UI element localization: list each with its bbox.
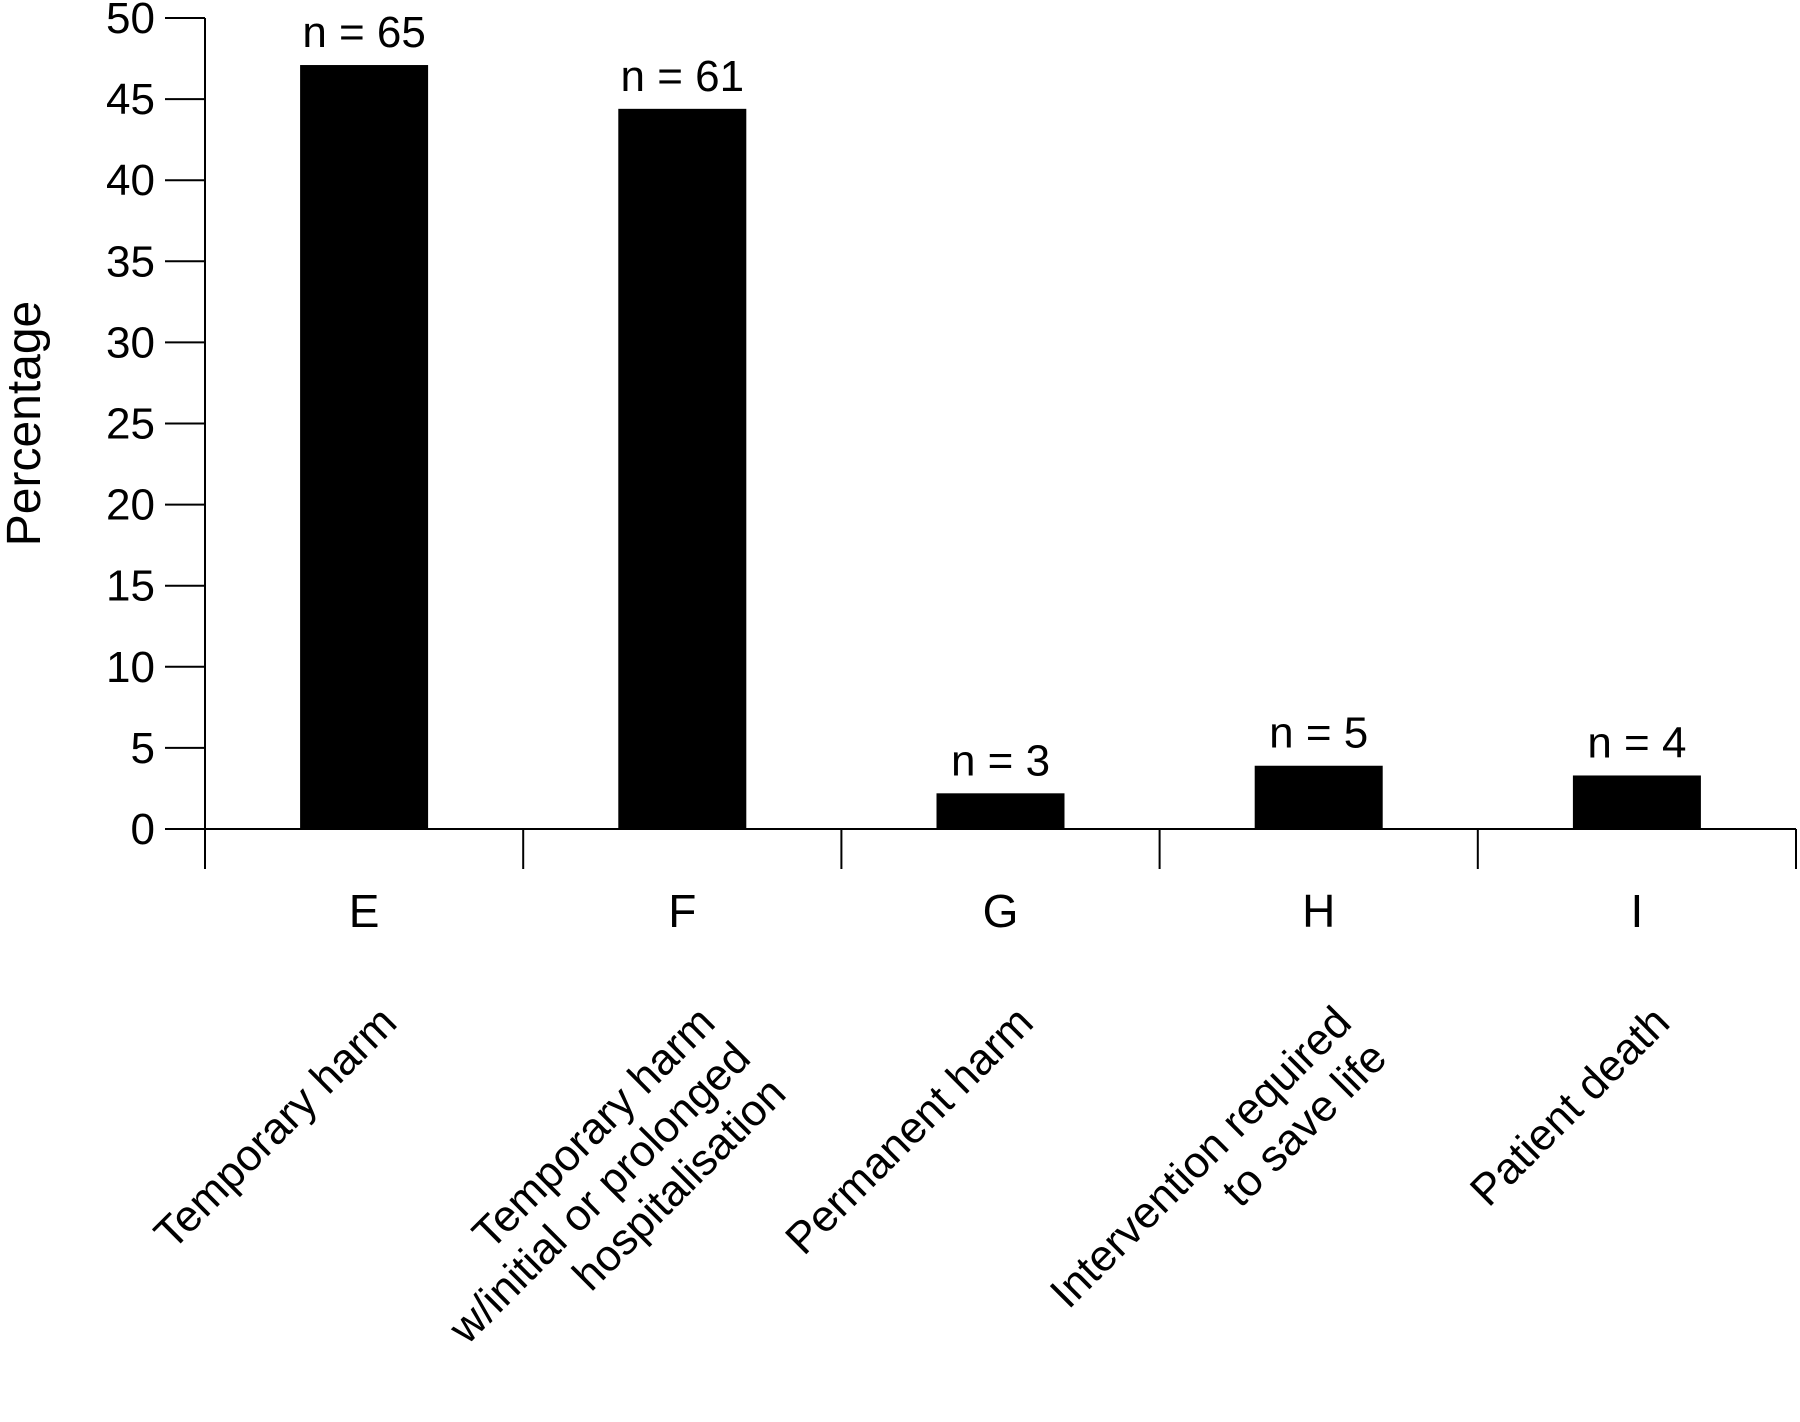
y-tick-label: 10 [106, 643, 155, 692]
bar-H [1254, 765, 1383, 829]
y-tick-label: 30 [106, 318, 155, 367]
bars-group [300, 65, 1701, 829]
category-description-line: Intervention required [1041, 997, 1361, 1317]
category-description-E: Temporary harm [145, 997, 406, 1258]
y-tick-label: 35 [106, 237, 155, 286]
y-tick-label: 45 [106, 75, 155, 124]
bar-F [618, 108, 747, 829]
category-label-E: E [349, 885, 380, 937]
data-label-F: n = 61 [621, 52, 745, 101]
category-label-I: I [1631, 885, 1644, 937]
y-tick-label: 25 [106, 400, 155, 449]
y-tick-label: 20 [106, 481, 155, 530]
category-label-G: G [983, 885, 1019, 937]
y-axis: 0 5 10 15 20 25 30 35 40 45 50 [106, 0, 206, 854]
category-description-line: Patient death [1461, 997, 1679, 1215]
bar-E [300, 65, 429, 829]
y-tick-label: 5 [131, 724, 155, 773]
y-tick-label: 15 [106, 562, 155, 611]
y-tick-label: 50 [106, 0, 155, 43]
category-description-G: Permanent harm [776, 997, 1042, 1263]
bar-I [1572, 775, 1701, 829]
data-label-I: n = 4 [1587, 718, 1686, 767]
category-description-line: Permanent harm [776, 997, 1042, 1263]
x-axis [204, 828, 1797, 869]
category-description-line: w/initial or prolonged [439, 1033, 760, 1354]
data-label-E: n = 65 [302, 8, 426, 57]
bar-G [936, 793, 1065, 829]
y-tick-label: 40 [106, 156, 155, 205]
category-label-H: H [1302, 885, 1335, 937]
y-tick-label: 0 [131, 805, 155, 854]
y-axis-title: Percentage [0, 301, 51, 547]
category-description-line: Temporary harm [145, 997, 406, 1258]
data-label-H: n = 5 [1269, 709, 1368, 758]
category-label-F: F [668, 885, 696, 937]
category-description-I: Patient death [1461, 997, 1679, 1215]
data-label-G: n = 3 [951, 736, 1050, 785]
